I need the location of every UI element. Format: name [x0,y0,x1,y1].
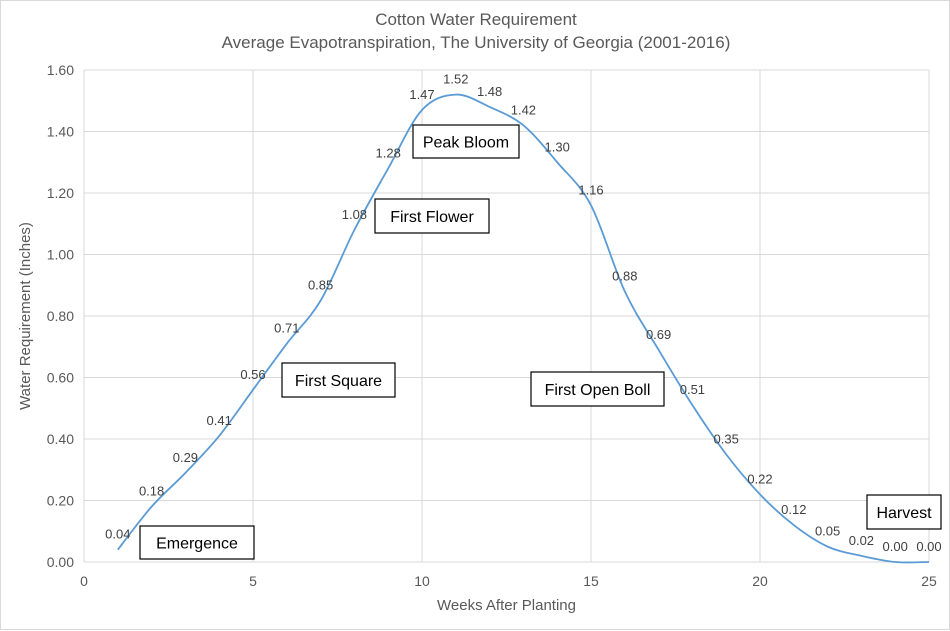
data-label: 0.41 [207,413,232,428]
data-label: 0.05 [815,524,840,539]
x-tick-label: 15 [583,573,599,589]
data-label: 1.47 [409,87,434,102]
x-tick-label: 25 [921,573,937,589]
annotation-label: Emergence [156,536,238,553]
data-label: 0.56 [240,367,265,382]
data-label: 0.00 [883,539,908,554]
annotation-box [412,124,520,159]
x-axis-label: Weeks After Planting [437,597,576,614]
data-label: 0.35 [714,431,739,446]
data-label: 0.69 [646,327,671,342]
annotation-label: Peak Bloom [423,135,509,152]
y-tick-label: 0.80 [47,308,74,324]
annotation-label: Harvest [876,505,932,522]
data-label: 1.16 [578,182,603,197]
data-label: 1.28 [376,145,401,160]
data-label: 1.48 [477,84,502,99]
x-tick-label: 10 [414,573,430,589]
data-label: 0.12 [781,502,806,517]
data-label: 0.88 [612,268,637,283]
y-tick-label: 0.20 [47,493,74,509]
chart-subtitle: Average Evapotranspiration, The Universi… [221,33,731,52]
data-label: 1.42 [511,102,536,117]
x-tick-label: 20 [752,573,768,589]
data-label: 0.22 [747,471,772,486]
x-tick-label: 0 [80,573,88,589]
data-label: 0.00 [916,539,941,554]
y-tick-label: 1.60 [47,62,74,78]
x-tick-label: 5 [249,573,257,589]
y-tick-label: 0.40 [47,431,74,447]
data-label: 1.30 [545,139,570,154]
annotation-box [866,494,942,530]
y-tick-label: 1.00 [47,247,74,263]
data-label: 0.85 [308,278,333,293]
data-label: 0.18 [139,484,164,499]
y-tick-label: 0.00 [47,554,74,570]
data-label: 0.02 [849,533,874,548]
data-label: 0.71 [274,321,299,336]
annotation-label: First Square [295,373,382,390]
y-tick-label: 0.60 [47,370,74,386]
data-label: 0.51 [680,382,705,397]
data-label: 0.04 [105,527,130,542]
annotation-box [139,525,255,560]
y-tick-label: 1.20 [47,185,74,201]
chart-title: Cotton Water Requirement [375,10,577,29]
annotation-box [281,362,396,398]
y-axis-label: Water Requirement (Inches) [17,222,34,410]
annotation-label: First Open Boll [545,382,651,399]
annotation-box [374,198,490,234]
annotation-label: First Flower [390,209,474,226]
y-tick-label: 1.40 [47,124,74,140]
series-line [117,93,930,564]
data-label: 1.08 [342,207,367,222]
annotation-box [530,371,665,407]
data-label: 0.29 [173,450,198,465]
data-label: 1.52 [443,72,468,87]
